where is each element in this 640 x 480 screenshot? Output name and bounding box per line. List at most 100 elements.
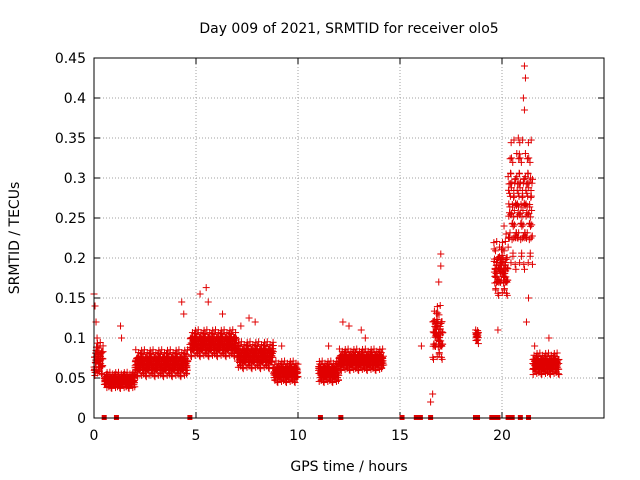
data-point — [253, 342, 261, 350]
data-point — [437, 262, 445, 270]
y-tick-label: 0.3 — [64, 171, 86, 187]
data-point — [438, 328, 446, 336]
data-point — [494, 326, 502, 334]
data-point — [474, 340, 482, 348]
y-tick-label: 0.1 — [64, 331, 86, 347]
data-point — [251, 318, 259, 326]
data-point — [345, 322, 353, 330]
data-point — [516, 154, 524, 162]
data-point — [436, 325, 444, 333]
data-point — [509, 222, 517, 230]
data-point — [527, 136, 535, 144]
plot-frame — [93, 57, 605, 419]
x-tick-label: 10 — [289, 428, 307, 444]
data-point — [320, 379, 328, 387]
data-point — [131, 383, 139, 391]
data-point — [182, 363, 190, 371]
x-tick-label: 15 — [391, 428, 409, 444]
data-point — [91, 302, 99, 310]
data-point — [524, 170, 532, 178]
data-point — [202, 284, 210, 292]
data-point — [205, 353, 213, 361]
data-point — [526, 219, 534, 227]
data-point — [521, 265, 529, 273]
data-point — [257, 365, 265, 373]
y-axis-label: SRMTID / TECUs — [7, 182, 23, 295]
data-point — [498, 252, 506, 260]
data-point — [193, 330, 201, 338]
data-point — [355, 367, 363, 375]
data-point — [379, 352, 387, 360]
data-point — [510, 221, 518, 229]
data-point — [99, 362, 107, 370]
data-point — [439, 329, 447, 337]
data-point — [99, 355, 107, 363]
data-point — [525, 294, 533, 302]
data-point — [236, 342, 244, 350]
x-tick-label: 0 — [90, 428, 99, 444]
data-point — [504, 243, 512, 251]
data-point — [165, 350, 173, 358]
data-point — [517, 219, 525, 227]
data-point — [262, 342, 270, 350]
data-point — [269, 341, 277, 349]
data-point — [436, 302, 444, 310]
data-point — [520, 260, 528, 268]
data-point — [524, 259, 532, 267]
data-point — [202, 330, 210, 338]
data-point — [514, 134, 522, 142]
data-point — [156, 350, 164, 358]
data-point — [528, 179, 536, 187]
data-point — [515, 229, 523, 237]
x-tick-label: 20 — [493, 428, 511, 444]
data-point — [196, 290, 204, 298]
data-point — [501, 238, 509, 246]
data-point — [521, 150, 529, 158]
data-point — [529, 371, 537, 379]
data-point — [291, 379, 299, 387]
data-point — [148, 350, 156, 358]
data-points — [90, 62, 563, 406]
data-point — [500, 222, 508, 230]
data-point — [265, 365, 273, 373]
data-point — [437, 250, 445, 258]
data-point — [503, 254, 511, 262]
data-point — [151, 373, 159, 381]
data-point — [504, 276, 512, 284]
data-point — [516, 259, 524, 267]
axis-ticks: 0 0.05 0.1 0.15 0.2 0.25 0.3 0.35 0.4 0.45 0 5 10 15 2… — [55, 51, 604, 444]
data-point — [523, 189, 531, 197]
data-point — [519, 94, 527, 102]
data-point — [501, 261, 509, 269]
data-point — [525, 154, 533, 162]
data-point — [435, 278, 443, 286]
data-point — [184, 357, 192, 365]
data-point — [527, 193, 535, 201]
data-point — [545, 334, 553, 342]
data-point — [346, 367, 354, 375]
data-point — [329, 379, 337, 387]
x-tick-label: 5 — [192, 428, 201, 444]
data-point — [357, 326, 365, 334]
data-point — [379, 345, 387, 353]
data-point — [526, 203, 534, 211]
data-point — [228, 330, 236, 338]
x-axis-label: GPS time / hours — [290, 459, 407, 475]
data-point — [503, 291, 511, 299]
data-point — [98, 363, 106, 371]
data-point — [518, 222, 526, 230]
data-point — [139, 350, 147, 358]
data-point — [528, 260, 536, 268]
y-tick-label: 0.2 — [64, 251, 86, 267]
data-point — [99, 348, 107, 356]
data-point — [435, 349, 443, 357]
y-tick-label: 0.4 — [64, 91, 86, 107]
data-point — [269, 353, 277, 361]
data-point — [503, 264, 511, 272]
data-point — [180, 310, 188, 318]
data-point — [363, 367, 371, 375]
data-point — [118, 334, 126, 342]
data-point — [518, 213, 526, 221]
data-point — [117, 322, 125, 330]
data-point — [507, 259, 515, 267]
